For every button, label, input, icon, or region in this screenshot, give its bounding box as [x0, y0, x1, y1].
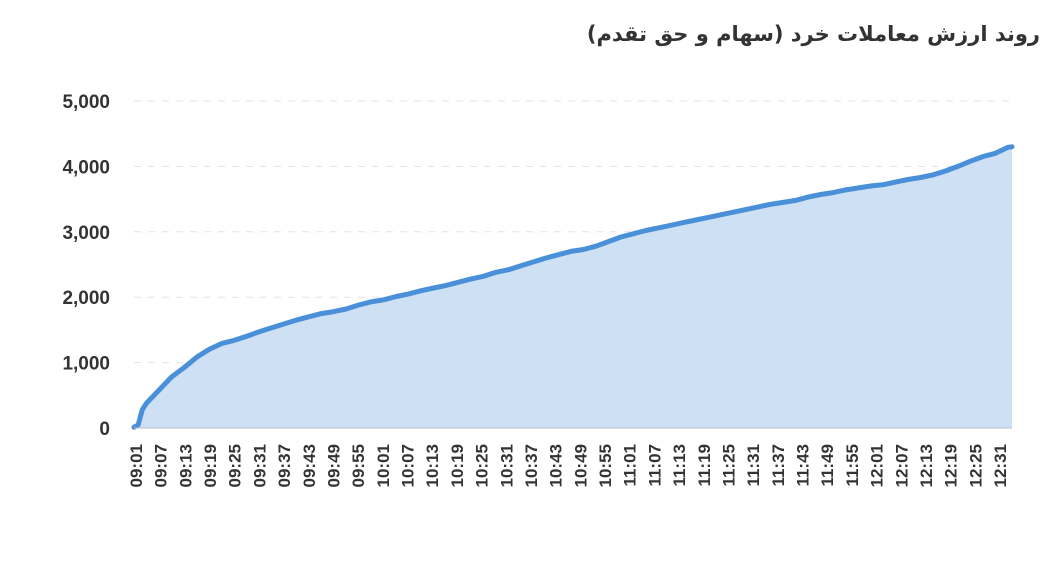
- x-tick-label: 11:55: [843, 444, 862, 487]
- x-tick-label: 09:49: [325, 444, 344, 487]
- x-tick-label: 10:43: [547, 444, 566, 487]
- x-tick-label: 12:19: [942, 444, 961, 487]
- x-tick-label: 12:01: [868, 444, 887, 487]
- x-tick-label: 10:19: [448, 444, 467, 487]
- x-tick-label: 10:55: [596, 444, 615, 487]
- x-tick-label: 09:55: [349, 444, 368, 487]
- x-tick-label: 11:13: [670, 444, 689, 487]
- x-tick-label: 11:19: [695, 444, 714, 487]
- x-tick-label: 10:25: [473, 444, 492, 487]
- x-tick-label: 12:31: [991, 444, 1010, 487]
- x-tick-label: 09:25: [226, 444, 245, 487]
- x-tick-label: 12:07: [892, 444, 911, 487]
- series-line: [131, 144, 1015, 430]
- y-axis-ticks: 0 1,000 2,000 3,000 4,000 5,000: [62, 92, 110, 440]
- y-tick-label: 1,000: [62, 354, 110, 375]
- x-tick-label: 09:19: [201, 444, 220, 487]
- x-tick-label: 10:07: [399, 444, 418, 487]
- x-tick-label: 09:13: [176, 444, 195, 487]
- x-tick-label: 10:49: [571, 444, 590, 487]
- x-tick-label: 11:37: [769, 444, 788, 487]
- x-tick-label: 10:31: [497, 444, 516, 487]
- area-fill: [134, 146, 1012, 429]
- x-tick-label: 11:25: [720, 444, 739, 487]
- chart-title: روند ارزش معاملات خرد (سهام و حق تقدم): [586, 22, 1040, 46]
- y-tick-label: 0: [99, 419, 110, 440]
- x-tick-label: 09:01: [127, 444, 146, 487]
- x-tick-label: 11:31: [744, 444, 763, 487]
- x-tick-label: 11:01: [621, 444, 640, 487]
- y-tick-label: 4,000: [62, 157, 110, 178]
- x-axis-ticks: 09:01 09:07 09:13 09:19 09:25 09:31 09:37 09:43…: [127, 444, 1010, 487]
- x-tick-label: 11:07: [645, 444, 664, 487]
- x-tick-label: 12:25: [966, 444, 985, 487]
- x-tick-label: 10:13: [423, 444, 442, 487]
- x-tick-label: 11:43: [794, 444, 813, 487]
- x-tick-label: 09:37: [275, 444, 294, 487]
- y-tick-label: 5,000: [62, 92, 110, 113]
- x-tick-label: 09:43: [300, 444, 319, 487]
- x-tick-label: 11:49: [818, 444, 837, 487]
- y-tick-label: 3,000: [62, 223, 110, 244]
- x-tick-label: 12:13: [917, 444, 936, 487]
- x-tick-label: 09:31: [250, 444, 269, 487]
- x-tick-label: 10:01: [374, 444, 393, 487]
- x-tick-label: 09:07: [152, 444, 171, 487]
- x-tick-label: 10:37: [522, 444, 541, 487]
- y-tick-label: 2,000: [62, 288, 110, 309]
